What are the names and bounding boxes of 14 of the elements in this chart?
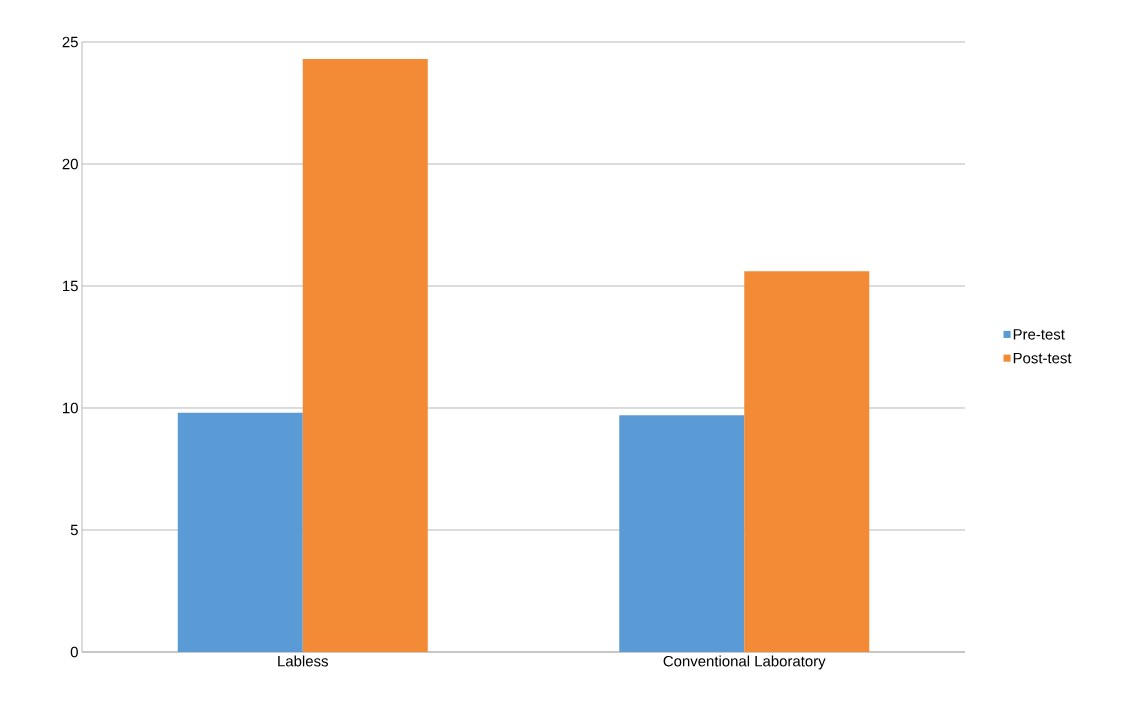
x-tick-label: Labless	[278, 655, 328, 667]
legend-label: Post-test	[1013, 352, 1072, 364]
legend-label: Pre-test	[1013, 329, 1065, 340]
y-tick-label: 15	[63, 280, 78, 292]
y-tick-label: 10	[63, 402, 78, 414]
bar	[619, 415, 745, 652]
bar	[177, 412, 303, 652]
y-tick-label: 20	[62, 158, 78, 170]
bar	[302, 59, 428, 652]
y-tick-label: 25	[62, 36, 78, 48]
y-tick-label: 0	[70, 646, 78, 658]
y-tick-label: 5	[70, 524, 78, 536]
x-tick-label: Conventional Laboratory	[663, 655, 826, 670]
bar	[744, 271, 870, 652]
